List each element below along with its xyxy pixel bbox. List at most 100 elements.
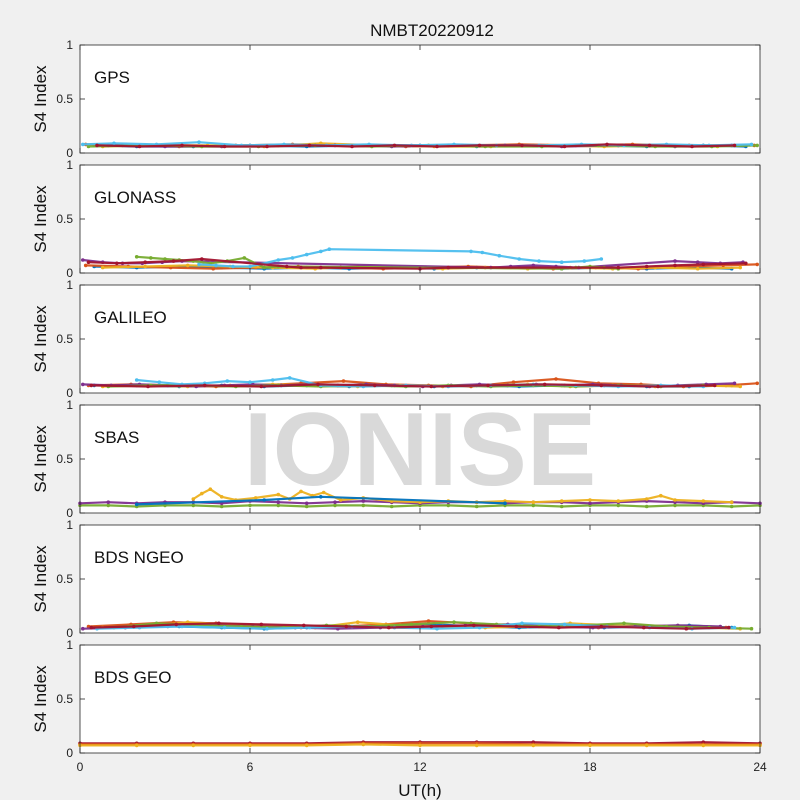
data-point (262, 265, 267, 270)
data-point (242, 256, 247, 260)
data-point (559, 499, 564, 503)
data-point (163, 257, 167, 261)
data-point (749, 142, 754, 147)
data-point (673, 498, 677, 502)
data-point (732, 143, 737, 148)
watermark: IONISE (244, 392, 597, 508)
data-point (409, 622, 414, 627)
data-point (100, 265, 105, 270)
data-point (171, 259, 176, 263)
data-point (287, 376, 292, 380)
data-point (542, 382, 547, 387)
data-point (477, 625, 482, 630)
y-tick-label: 0.5 (56, 212, 73, 226)
data-point (616, 503, 621, 508)
y-axis-label: S4 Index (31, 305, 50, 373)
y-axis-label: S4 Index (31, 545, 50, 613)
data-point (361, 742, 366, 747)
data-point (319, 265, 323, 270)
data-point (89, 383, 94, 388)
data-point (350, 144, 354, 149)
data-point (531, 263, 536, 268)
data-point (253, 496, 258, 500)
data-point (276, 492, 281, 497)
data-point (225, 379, 230, 383)
y-tick-label: 1 (66, 398, 73, 412)
panel-label: BDS GEO (94, 668, 171, 687)
data-point (211, 266, 215, 271)
series-7 (89, 382, 717, 389)
data-point (588, 498, 592, 502)
data-point (361, 503, 366, 508)
series-trace (90, 622, 730, 630)
data-point (729, 504, 734, 509)
data-point (599, 624, 604, 629)
y-tick-label: 0.5 (56, 452, 73, 466)
plot-area (80, 525, 760, 633)
y-tick-label: 0 (66, 386, 73, 400)
data-point (132, 624, 136, 629)
data-point (517, 257, 521, 261)
panel-label: BDS NGEO (94, 548, 184, 567)
data-point (307, 625, 312, 630)
y-tick-label: 1 (66, 38, 73, 52)
data-point (599, 383, 604, 388)
data-point (755, 143, 759, 148)
data-point (755, 381, 759, 386)
y-tick-label: 0.5 (56, 692, 73, 706)
chart-title: NMBT20220912 (370, 21, 494, 40)
data-point (134, 502, 139, 507)
data-point (588, 743, 592, 748)
data-point (531, 500, 536, 505)
data-point (202, 383, 207, 388)
data-point (157, 380, 162, 385)
data-point (185, 263, 190, 268)
data-point (134, 743, 139, 748)
data-point (690, 144, 694, 149)
panel-bds-ngeo: 0 0.5 1 S4 Index BDS NGEO (31, 518, 761, 640)
data-point (81, 258, 85, 262)
data-point (644, 497, 649, 501)
data-point (197, 262, 201, 267)
data-point (435, 144, 439, 149)
data-point (333, 500, 337, 505)
data-point (477, 143, 482, 148)
data-point (429, 624, 434, 629)
series-6 (197, 247, 604, 269)
data-point (304, 252, 309, 257)
y-axis-label: S4 Index (31, 425, 50, 493)
data-point (644, 504, 649, 509)
x-tick-label: 6 (247, 760, 254, 774)
data-point (554, 377, 558, 381)
data-point (143, 260, 147, 265)
data-point (319, 495, 323, 499)
data-point (200, 491, 204, 496)
data-point (265, 144, 269, 149)
y-axis-label: S4 Index (31, 185, 50, 253)
data-point (486, 383, 490, 388)
data-point (302, 623, 306, 628)
data-point (89, 625, 94, 630)
data-point (208, 487, 213, 492)
data-point (81, 142, 85, 147)
data-point (95, 143, 99, 148)
data-point (200, 257, 204, 261)
series-3 (78, 742, 762, 748)
data-point (86, 260, 91, 265)
data-point (727, 625, 731, 630)
data-point (695, 266, 700, 271)
y-tick-label: 0 (66, 506, 73, 520)
data-point (231, 264, 235, 269)
data-point (304, 504, 309, 509)
panel-sbas: 0 0.5 1 S4 Index SBAS (31, 398, 762, 520)
panels-group: 0 0.5 1 S4 Index GPS 0 0.5 1 S4 Index GLONASS 0 0.5… (31, 38, 767, 774)
data-point (622, 621, 626, 626)
data-point (304, 501, 309, 506)
data-point (452, 620, 456, 624)
x-axis-label: UT(h) (398, 781, 441, 800)
data-point (673, 263, 677, 268)
data-point (180, 143, 184, 148)
data-point (341, 379, 346, 383)
data-point (474, 743, 479, 748)
data-point (106, 503, 111, 508)
